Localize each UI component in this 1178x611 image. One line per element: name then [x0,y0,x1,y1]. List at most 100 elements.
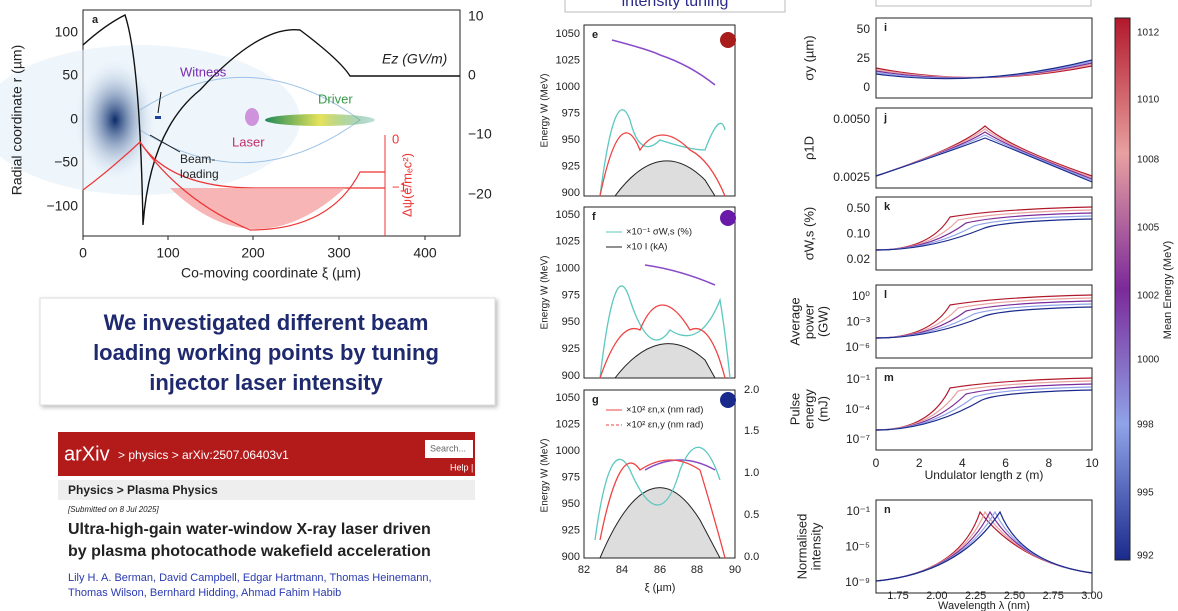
ez-label: Ez (GV/m) [382,51,447,67]
y2-tick-label: −10 [468,126,492,142]
panel-label: k [884,201,891,213]
panel-label: m [884,372,894,384]
y-tick-label: 1025 [556,418,580,430]
summary-line: loading working points by tuning [93,340,439,365]
middle-panels [583,24,736,559]
x-axis-label: Co-moving coordinate ξ (µm) [181,265,361,281]
y2-tick-label: 1.0 [744,467,759,479]
x-tick-label: 0 [873,456,880,470]
top-box-text: intensity tuning [622,0,729,10]
x-tick-label: 88 [691,564,703,576]
y-tick-label: 1025 [556,54,580,66]
y-axis-label: intensity [808,522,823,570]
figure-a [0,9,461,237]
arxiv-help: Help | [450,462,473,472]
curve [875,294,1093,339]
x-tick-label: 400 [413,245,437,261]
colorbar-tick-label: 1002 [1137,291,1160,302]
x-axis-label: Undulator length z (m) [925,468,1044,482]
y-axis-label: Average [787,297,802,345]
x-tick-label: 86 [654,564,666,576]
arxiv-search: Search... [430,443,466,453]
y-tick-label: 925 [562,524,580,536]
y-tick-label: 900 [562,187,580,199]
y-tick-label: 925 [562,343,580,355]
y-axis-label: ρ1D [801,136,816,160]
panel-label: f [592,211,596,223]
y-axis-label: Energy W (MeV) [540,256,551,330]
curve [875,510,1093,582]
arxiv-category-bar [58,480,475,500]
arxiv-card [58,432,475,476]
curve [875,59,1093,80]
y-tick-label: 10⁻¹ [846,372,870,386]
legend-label: ×10² εn,x (nm rad) [626,405,703,416]
y-axis-label: σW,s (%) [801,207,816,261]
y-tick-label: 1050 [556,392,580,404]
y-tick-label: 10⁻³ [846,315,870,329]
y-tick-label: 10⁻⁶ [845,340,870,354]
y2-tick-label: 10 [468,8,484,24]
y-axis-label: Energy W (MeV) [540,74,551,148]
legend-label: ×10⁻¹ σW,s (%) [626,227,692,238]
panel-label: j [883,112,887,124]
x-tick-label: 4 [959,456,966,470]
x-tick-label: 2.25 [965,590,986,602]
y-tick-label: 0 [863,80,870,94]
curve [875,510,1093,582]
x-tick-label: 82 [578,564,590,576]
arxiv-category: Physics > Plasma Physics [68,483,218,497]
y-tick-label: 975 [562,107,580,119]
x-tick-label: 8 [1045,456,1052,470]
psi-label: Δψ(e/mₑc²) [399,153,414,217]
y2-tick-label: −20 [468,186,492,202]
summary-line: injector laser intensity [149,370,383,395]
y-tick-label: 10⁻⁹ [845,575,870,589]
colorbar-tick-label: 1010 [1137,95,1160,106]
y-tick-label: 10⁻⁷ [846,432,870,446]
x-tick-label: 10 [1085,456,1099,470]
curve [875,389,1093,431]
x-tick-label: 100 [156,245,180,261]
arxiv-title: Ultra-high-gain water-window X-ray laser… [68,521,431,538]
x-tick-label: 2.50 [1004,590,1025,602]
panel-label: g [592,394,599,406]
y-tick-label: 900 [562,551,580,563]
colorbar [1114,17,1131,561]
x-tick-label: 6 [1002,456,1009,470]
curve [875,386,1093,431]
x-tick-label: 0 [79,245,87,261]
y-tick-label: 950 [562,134,580,146]
colorbar-tick-label: 1000 [1137,355,1160,366]
panel-label: l [884,289,887,301]
panel-label: a [92,14,99,26]
x-tick-label: 84 [616,564,628,576]
summary-line: We investigated different beam [104,310,429,335]
curve [875,377,1093,431]
colorbar-tick-label: 995 [1137,488,1154,499]
panel-frame [875,284,1093,359]
y-tick-label: 10⁻⁵ [845,540,870,554]
panel-frame [875,367,1093,451]
y-tick-label: 975 [562,471,580,483]
colorbar-tick-label: 998 [1137,420,1154,431]
y-tick-label: 950 [562,316,580,328]
panel-frame [875,196,1093,271]
y-axis-label: energy [801,389,816,429]
y-axis-label: (mJ) [815,396,830,422]
y-tick-label: 925 [562,160,580,172]
curve [875,209,1093,251]
panel-label: e [592,29,598,41]
curve [875,134,1093,182]
curve [875,218,1093,251]
x-tick-label: 90 [729,564,741,576]
y-tick-label: 900 [562,370,580,382]
y2-tick-label: 2.0 [744,384,759,396]
curve [875,215,1093,251]
curve [875,212,1093,251]
arxiv-logo: arXiv [64,443,110,465]
arxiv-breadcrumb: > physics > arXiv:2507.06403v1 [118,448,289,462]
y-axis-label: Energy W (MeV) [540,439,551,513]
y-tick-label: 0.0050 [833,112,870,126]
